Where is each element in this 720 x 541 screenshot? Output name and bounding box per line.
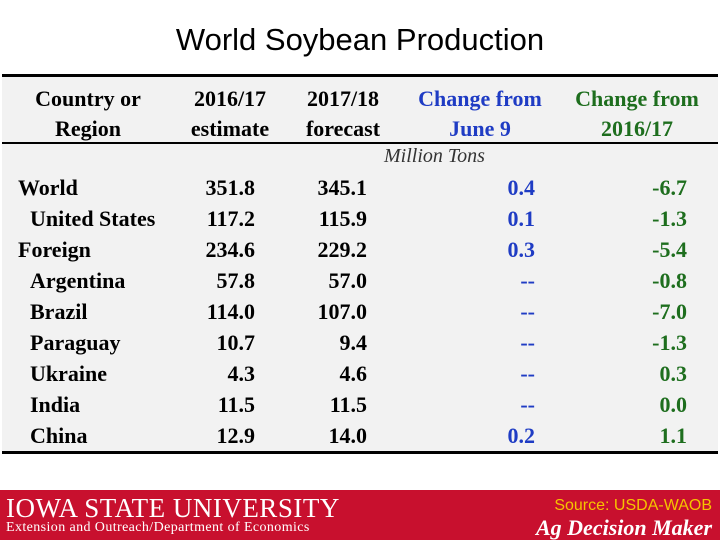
table-row: India 11.5 11.5 -- 0.0 [0, 389, 687, 420]
row-change-june: 0.1 [507, 206, 536, 231]
table-bottom-rule [2, 451, 718, 454]
row-name: Argentina [30, 268, 126, 293]
row-change-prev: -7.0 [652, 299, 687, 324]
header-change-prev-line1: Change from [575, 86, 699, 111]
row-estimate: 11.5 [217, 392, 255, 417]
row-change-prev: 0.0 [659, 392, 688, 417]
row-change-june: -- [520, 392, 535, 417]
row-forecast: 9.4 [339, 330, 368, 355]
table-top-rule [2, 74, 718, 77]
header-forecast: 2017/18 forecast [293, 84, 393, 144]
production-table: World 351.8 345.1 0.4 -6.7 United States… [0, 172, 687, 451]
header-estimate-line1: 2016/17 [193, 86, 267, 111]
university-wordmark: IOWA STATE UNIVERSITY [6, 493, 340, 523]
row-change-june: 0.3 [507, 237, 536, 262]
header-change-june: Change from June 9 [408, 84, 552, 144]
header-change-prev-line2: 2016/17 [600, 116, 674, 141]
table-row: United States 117.2 115.9 0.1 -1.3 [0, 203, 687, 234]
row-change-prev: -0.8 [652, 268, 687, 293]
row-change-prev: -6.7 [652, 175, 687, 200]
row-name: United States [30, 206, 156, 231]
row-estimate: 117.2 [206, 206, 255, 231]
table-row: China 12.9 14.0 0.2 1.1 [0, 420, 687, 451]
row-forecast: 115.9 [318, 206, 367, 231]
header-rule [2, 142, 718, 144]
row-forecast: 229.2 [317, 237, 368, 262]
row-estimate: 12.9 [216, 423, 256, 448]
brand-label: Ag Decision Maker [536, 515, 712, 540]
row-estimate: 10.7 [216, 330, 256, 355]
table-panel [2, 74, 718, 454]
header-forecast-line1: 2017/18 [306, 86, 380, 111]
table-row: Foreign 234.6 229.2 0.3 -5.4 [0, 234, 687, 265]
row-estimate: 114.0 [206, 299, 255, 324]
units-label: Million Tons [384, 145, 485, 167]
row-change-june: -- [520, 361, 535, 386]
row-forecast: 107.0 [317, 299, 368, 324]
department-label: Extension and Outreach/Department of Eco… [6, 520, 310, 535]
row-forecast: 11.5 [329, 392, 367, 417]
header-region-line2: Region [55, 116, 121, 141]
header-change-june-line2: June 9 [449, 116, 511, 141]
header-estimate-line2: estimate [190, 116, 270, 141]
row-change-prev: -5.4 [652, 237, 687, 262]
row-forecast: 4.6 [339, 361, 368, 386]
row-name: Brazil [30, 299, 88, 324]
row-change-prev: -1.3 [652, 330, 687, 355]
table-row: Brazil 114.0 107.0 -- -7.0 [0, 296, 687, 327]
header-change-june-line1: Change from [418, 86, 542, 111]
row-change-june: 0.4 [507, 175, 536, 200]
row-estimate: 57.8 [216, 268, 256, 293]
row-change-prev: 1.1 [659, 423, 688, 448]
table-row: World 351.8 345.1 0.4 -6.7 [0, 172, 687, 203]
header-estimate: 2016/17 estimate [180, 84, 280, 144]
row-name: India [30, 392, 81, 417]
header-region-line1: Country or [35, 86, 141, 111]
row-name: Foreign [18, 237, 91, 262]
row-name: Ukraine [30, 361, 107, 386]
header-region: Country or Region [18, 84, 158, 144]
row-estimate: 234.6 [205, 237, 256, 262]
header-change-prev: Change from 2016/17 [565, 84, 709, 144]
row-name: China [30, 423, 88, 448]
page-title: World Soybean Production [175, 22, 545, 57]
row-forecast: 345.1 [317, 175, 368, 200]
row-change-june: -- [520, 299, 535, 324]
footer-bar [0, 490, 720, 540]
row-estimate: 4.3 [227, 361, 256, 386]
row-name: Paraguay [30, 330, 121, 355]
row-estimate: 351.8 [205, 175, 256, 200]
row-name: World [18, 175, 78, 200]
row-forecast: 14.0 [328, 423, 368, 448]
table-row: Ukraine 4.3 4.6 -- 0.3 [0, 358, 687, 389]
row-change-june: 0.2 [507, 423, 536, 448]
row-forecast: 57.0 [328, 268, 368, 293]
table-row: Paraguay 10.7 9.4 -- -1.3 [0, 327, 687, 358]
row-change-june: -- [520, 330, 535, 355]
row-change-prev: 0.3 [659, 361, 688, 386]
source-label: Source: USDA-WAOB [554, 497, 712, 514]
table-row: Argentina 57.8 57.0 -- -0.8 [0, 265, 687, 296]
header-forecast-line2: forecast [305, 116, 381, 141]
row-change-prev: -1.3 [652, 206, 687, 231]
row-change-june: -- [520, 268, 535, 293]
